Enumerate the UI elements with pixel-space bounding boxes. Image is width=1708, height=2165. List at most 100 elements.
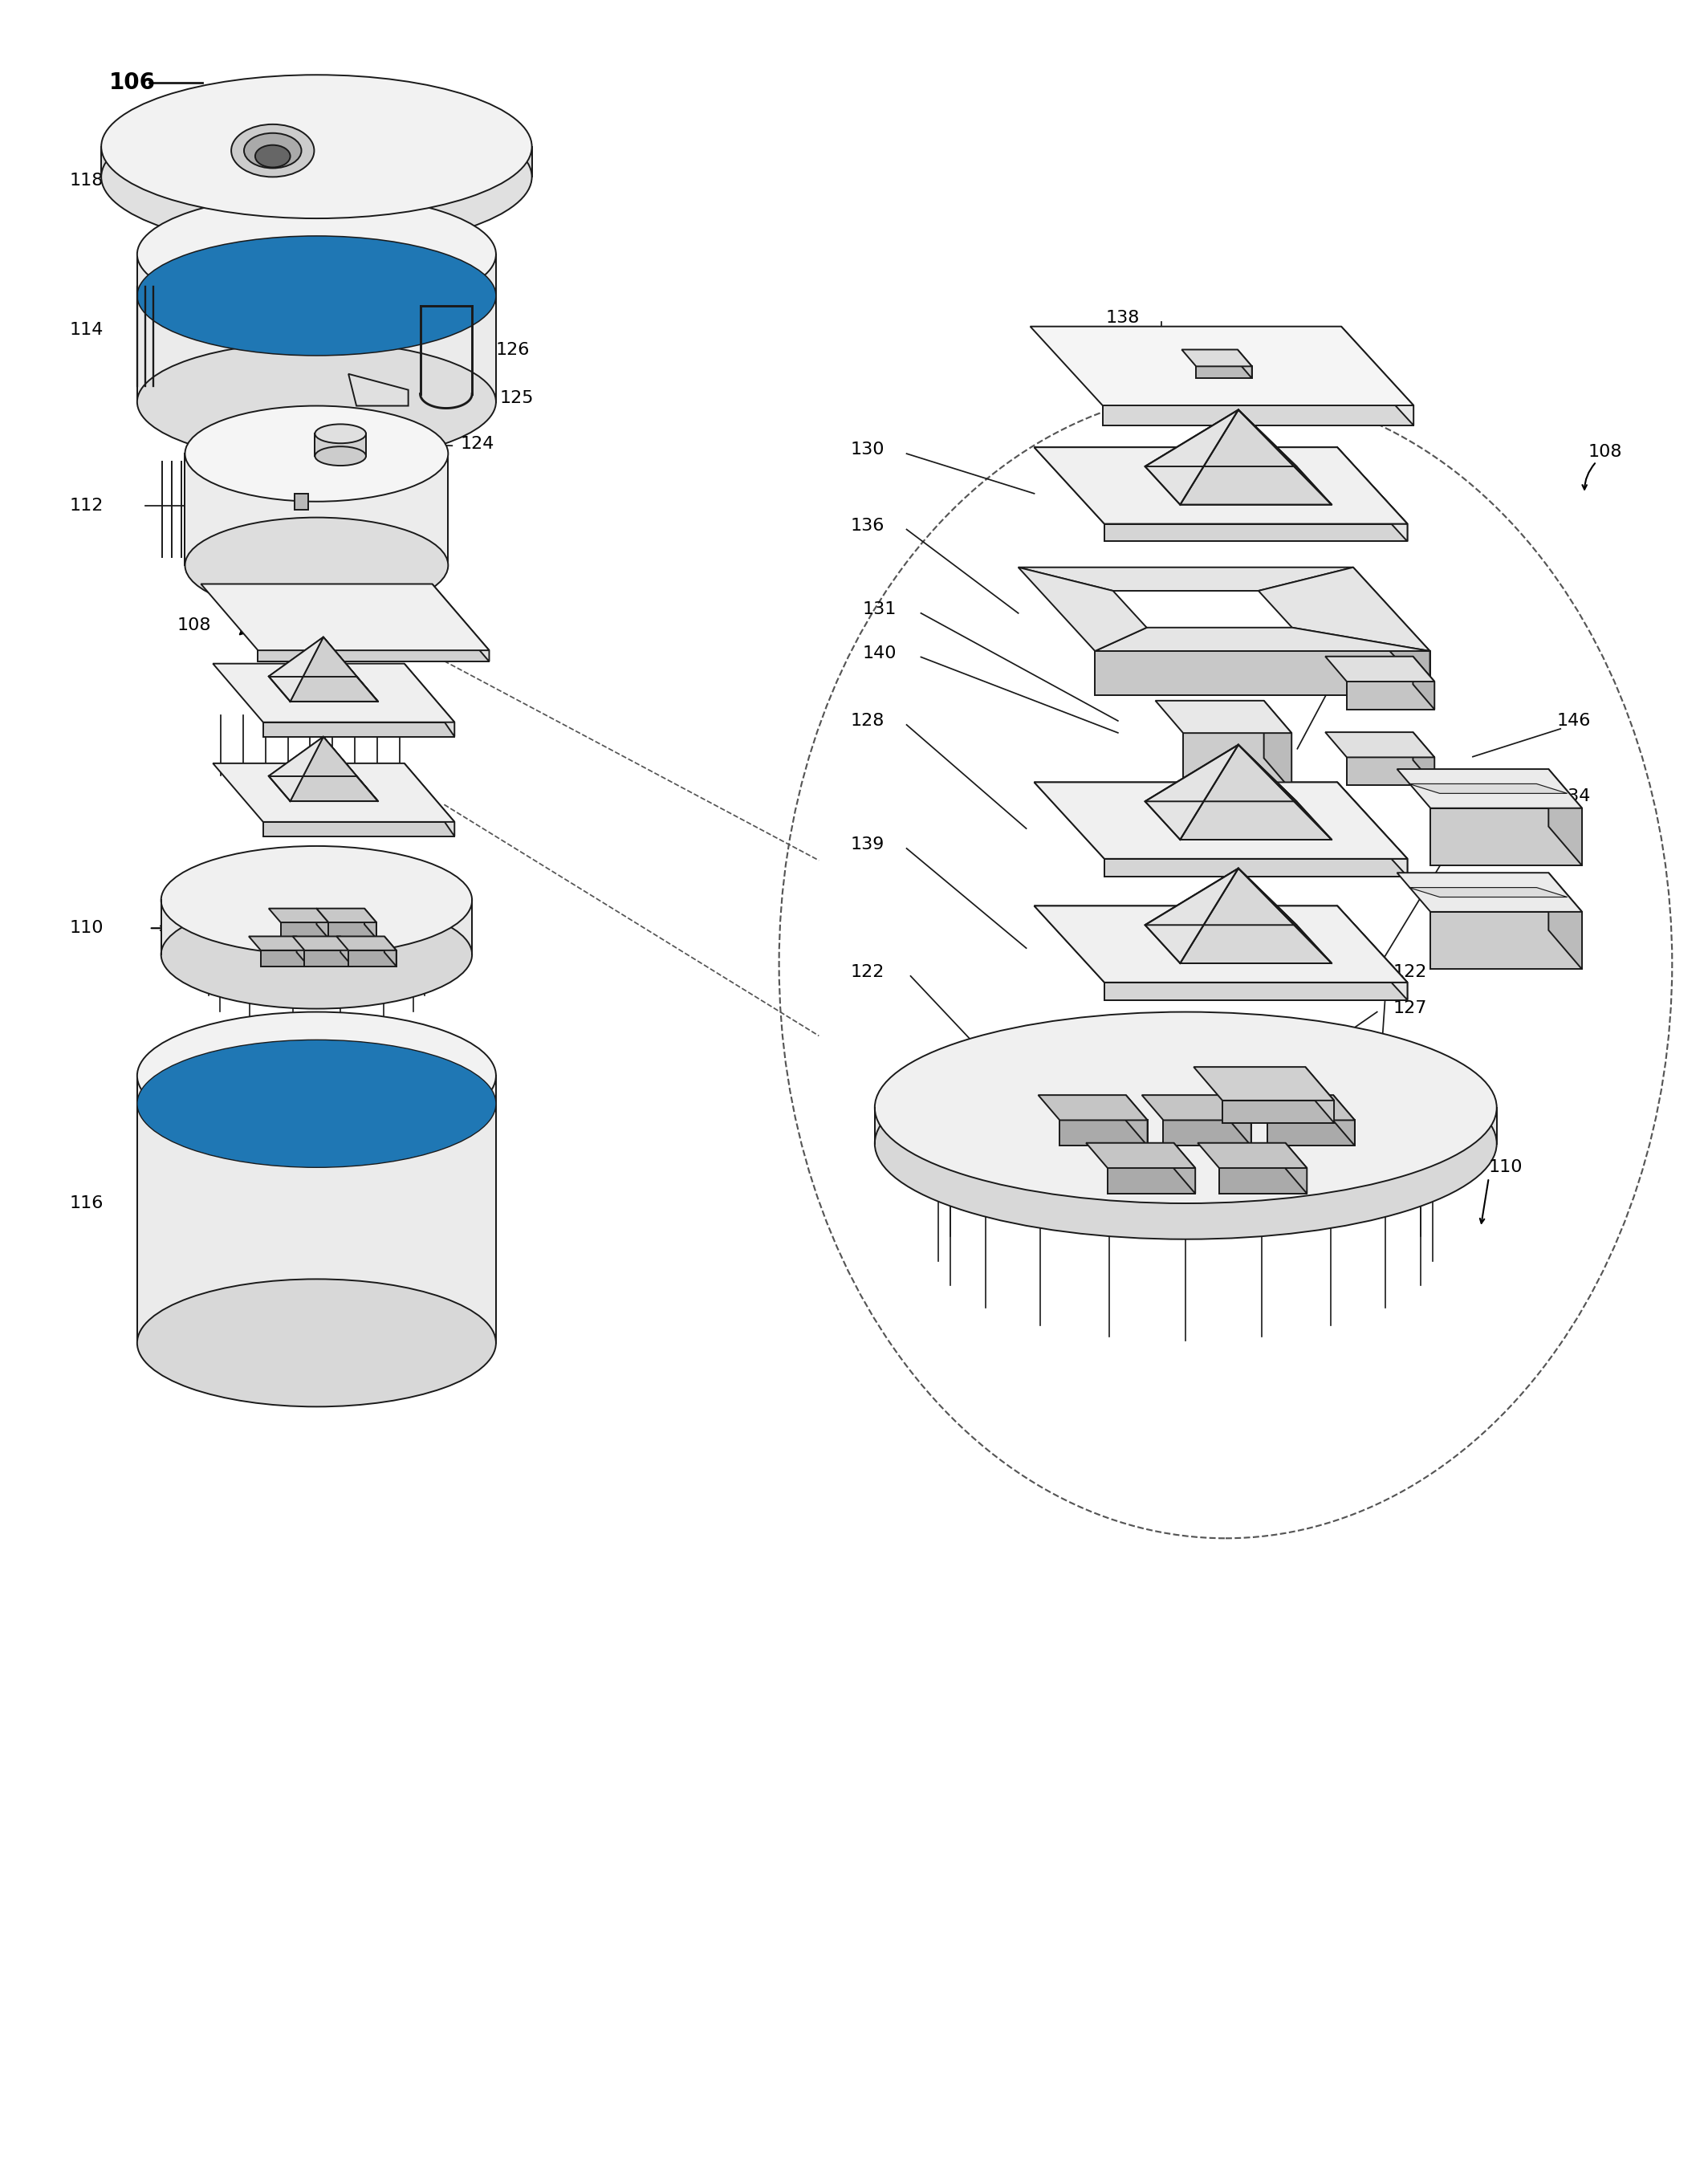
Polygon shape xyxy=(1334,1095,1354,1145)
Polygon shape xyxy=(1144,409,1238,504)
Polygon shape xyxy=(1267,1119,1354,1145)
Polygon shape xyxy=(1337,448,1407,541)
Polygon shape xyxy=(1182,349,1252,366)
Polygon shape xyxy=(1397,769,1582,808)
Polygon shape xyxy=(1259,567,1430,652)
Polygon shape xyxy=(263,823,454,836)
Polygon shape xyxy=(432,585,488,662)
Ellipse shape xyxy=(779,390,1672,1539)
Polygon shape xyxy=(1035,905,1407,983)
Polygon shape xyxy=(1035,448,1337,465)
Polygon shape xyxy=(268,637,323,701)
Polygon shape xyxy=(1337,782,1407,877)
Text: 118: 118 xyxy=(70,173,104,188)
Polygon shape xyxy=(1144,745,1296,801)
Polygon shape xyxy=(1018,567,1353,591)
Polygon shape xyxy=(1144,868,1238,963)
Polygon shape xyxy=(184,455,447,565)
Text: 108: 108 xyxy=(1588,444,1623,461)
Polygon shape xyxy=(874,1108,1496,1143)
Polygon shape xyxy=(1245,1095,1354,1119)
Polygon shape xyxy=(1105,860,1407,877)
Polygon shape xyxy=(1155,701,1291,734)
Text: 127: 127 xyxy=(1394,1000,1428,1015)
Polygon shape xyxy=(1180,409,1332,504)
Ellipse shape xyxy=(244,132,301,169)
Polygon shape xyxy=(261,950,309,966)
Polygon shape xyxy=(364,909,376,937)
Text: 124: 124 xyxy=(459,435,494,452)
Polygon shape xyxy=(1397,872,1582,911)
Polygon shape xyxy=(249,935,309,950)
Polygon shape xyxy=(1264,905,1407,983)
Polygon shape xyxy=(1337,448,1407,541)
Text: 132: 132 xyxy=(1457,836,1491,853)
Polygon shape xyxy=(1223,1100,1334,1124)
Ellipse shape xyxy=(137,342,495,461)
Polygon shape xyxy=(1431,911,1582,970)
Polygon shape xyxy=(1105,524,1407,541)
Polygon shape xyxy=(1163,1119,1250,1145)
Ellipse shape xyxy=(101,76,531,219)
Polygon shape xyxy=(1337,782,1407,877)
Ellipse shape xyxy=(874,1048,1496,1238)
Polygon shape xyxy=(1107,1169,1196,1193)
Text: 126: 126 xyxy=(495,342,529,357)
Polygon shape xyxy=(1018,567,1146,652)
Polygon shape xyxy=(1238,409,1332,504)
Polygon shape xyxy=(268,736,323,801)
Text: 128: 128 xyxy=(851,712,885,730)
Polygon shape xyxy=(1230,1095,1250,1145)
Ellipse shape xyxy=(184,405,447,502)
Polygon shape xyxy=(1035,448,1407,524)
Polygon shape xyxy=(1353,567,1430,695)
Polygon shape xyxy=(314,433,366,457)
Text: 110: 110 xyxy=(1489,1160,1524,1176)
Polygon shape xyxy=(384,935,396,966)
Polygon shape xyxy=(1105,524,1407,541)
Text: 125: 125 xyxy=(500,390,535,405)
Polygon shape xyxy=(1144,745,1238,840)
Polygon shape xyxy=(405,665,454,736)
Polygon shape xyxy=(1325,732,1435,758)
Polygon shape xyxy=(1196,366,1252,379)
Polygon shape xyxy=(1238,868,1332,963)
Ellipse shape xyxy=(254,145,290,167)
Polygon shape xyxy=(1086,1143,1196,1169)
Ellipse shape xyxy=(137,236,495,355)
Polygon shape xyxy=(1126,1095,1148,1145)
Ellipse shape xyxy=(101,106,531,249)
Text: 142: 142 xyxy=(1346,613,1378,630)
Polygon shape xyxy=(292,935,352,950)
Polygon shape xyxy=(1264,448,1407,524)
Polygon shape xyxy=(328,922,376,937)
Polygon shape xyxy=(1035,448,1143,524)
Polygon shape xyxy=(1549,769,1582,866)
Polygon shape xyxy=(1105,983,1407,1000)
Polygon shape xyxy=(1341,327,1414,424)
Polygon shape xyxy=(1035,905,1337,924)
Polygon shape xyxy=(1264,782,1407,860)
Ellipse shape xyxy=(314,446,366,465)
Polygon shape xyxy=(268,909,328,922)
Polygon shape xyxy=(1197,1143,1307,1169)
Ellipse shape xyxy=(137,1280,495,1407)
Polygon shape xyxy=(1035,905,1143,983)
Ellipse shape xyxy=(137,1039,495,1167)
Polygon shape xyxy=(290,736,377,801)
Polygon shape xyxy=(1095,652,1430,695)
Polygon shape xyxy=(101,147,531,178)
Polygon shape xyxy=(1105,860,1407,877)
Polygon shape xyxy=(1325,656,1435,682)
Ellipse shape xyxy=(161,901,471,1009)
Polygon shape xyxy=(348,375,408,405)
Polygon shape xyxy=(268,637,357,675)
Polygon shape xyxy=(268,775,377,801)
Text: 146: 146 xyxy=(1556,712,1590,730)
Polygon shape xyxy=(263,723,454,736)
Polygon shape xyxy=(1431,808,1582,866)
Polygon shape xyxy=(1348,682,1435,710)
Polygon shape xyxy=(1238,349,1252,379)
Polygon shape xyxy=(1180,745,1332,840)
Text: 134: 134 xyxy=(1556,788,1590,805)
